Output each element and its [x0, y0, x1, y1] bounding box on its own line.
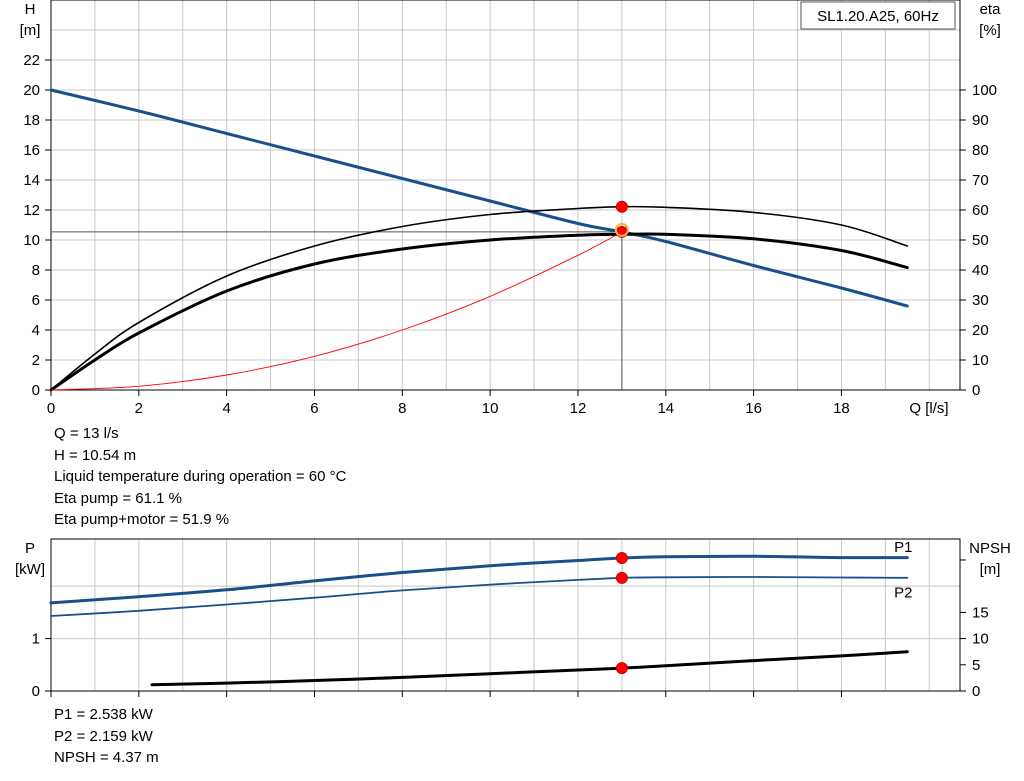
chart-title: SL1.20.A25, 60Hz — [817, 8, 939, 25]
panel2-left-tick-label: 1 — [32, 631, 40, 648]
panel2-right-tick-label: 15 — [972, 604, 989, 621]
p2-curve — [50, 576, 909, 617]
panel2-right-axis-title: NPSH — [969, 540, 1011, 557]
panel1-x-tick-label: 4 — [222, 400, 230, 417]
npsh-curve — [150, 650, 909, 687]
npsh-operating-point-marker — [615, 662, 628, 675]
power-info: P1 = 2.538 kW P2 = 2.159 kW NPSH = 4.37 … — [54, 704, 159, 769]
panel1-right-tick-label: 40 — [972, 262, 989, 279]
panel2-left-axis-unit: [kW] — [15, 561, 45, 578]
p1-operating-point-marker — [615, 551, 628, 564]
info-liquid-temperature: Liquid temperature during operation = 60… — [54, 468, 347, 485]
panel1-right-tick-label: 80 — [972, 142, 989, 159]
panel1-left-tick-label: 6 — [32, 292, 40, 309]
panel1-right-tick-label: 60 — [972, 202, 989, 219]
panel1-left-tick-label: 16 — [23, 142, 40, 159]
panel1-left-tick-label: 14 — [23, 172, 40, 189]
panel1-x-tick-label: 6 — [310, 400, 318, 417]
panel1-right-axis-title: eta — [980, 1, 1002, 18]
panel2-left-tick-label: 0 — [32, 683, 40, 700]
info-npsh: NPSH = 4.37 m — [54, 749, 159, 766]
eta-pump-curve — [50, 205, 909, 391]
panel1-left-axis-title: H — [25, 1, 36, 18]
panel1-left-tick-label: 18 — [23, 112, 40, 129]
panel1-right-tick-label: 70 — [972, 172, 989, 189]
panel2-left-axis-title: P — [25, 540, 35, 557]
series-label-p1: P1 — [894, 539, 912, 556]
panel1-x-tick-label: 8 — [398, 400, 406, 417]
panel2-right-tick-label: 0 — [972, 683, 980, 700]
eta-pump-motor-curve — [49, 232, 909, 392]
operating-point-info: Q = 13 l/s H = 10.54 m Liquid temperatur… — [54, 423, 346, 531]
panel1-x-tick-label: 14 — [657, 400, 674, 417]
info-p2: P2 = 2.159 kW — [54, 727, 153, 745]
panel2-plot-frame — [50, 538, 961, 692]
series-label-p2: P2 — [894, 584, 912, 601]
x-axis-title: Q [l/s] — [909, 400, 948, 417]
panel1-x-tick-label: 0 — [47, 400, 55, 417]
p2-operating-point-marker — [615, 571, 628, 584]
panel1-x-tick-label: 12 — [570, 400, 587, 417]
panel1-right-tick-label: 0 — [972, 382, 980, 399]
head-curve — [49, 88, 909, 308]
info-p1: P1 = 2.538 kW — [54, 706, 153, 723]
p1-curve — [49, 554, 909, 605]
panel2-right-tick-label: 5 — [972, 657, 980, 674]
panel1-right-tick-label: 30 — [972, 292, 989, 309]
eta-operating-point-marker — [615, 200, 628, 213]
panel1-left-tick-label: 8 — [32, 262, 40, 279]
panel1-x-tick-label: 16 — [745, 400, 762, 417]
info-eta-pump: Eta pump = 61.1 % — [54, 489, 182, 507]
duty-point-marker — [614, 222, 629, 237]
panel1-right-tick-label: 20 — [972, 322, 989, 339]
panel1-right-tick-label: 100 — [972, 82, 997, 99]
panel1-x-tick-label: 18 — [833, 400, 850, 417]
panel1-left-tick-label: 0 — [32, 382, 40, 399]
panel1-x-tick-label: 2 — [135, 400, 143, 417]
panel2-right-axis-unit: [m] — [980, 561, 1001, 578]
panel1-plot-frame — [50, 0, 961, 391]
chart-title-box — [800, 1, 956, 30]
panel1-left-tick-label: 10 — [23, 232, 40, 249]
panel1-right-tick-label: 50 — [972, 232, 989, 249]
panel1-left-tick-label: 22 — [23, 52, 40, 69]
panel1-left-axis-unit: [m] — [20, 22, 41, 39]
panel1-left-tick-label: 12 — [23, 202, 40, 219]
panel1-left-tick-label: 20 — [23, 82, 40, 99]
panel2-right-tick-label: 10 — [972, 631, 989, 648]
panel1-left-tick-label: 2 — [32, 352, 40, 369]
system-curve — [50, 231, 623, 391]
info-eta-pump-motor: Eta pump+motor = 51.9 % — [54, 511, 230, 528]
panel1-x-tick-label: 10 — [482, 400, 499, 417]
info-head: H = 10.54 m — [54, 446, 137, 464]
panel1-left-tick-label: 4 — [32, 322, 40, 339]
panel1-right-axis-unit: [%] — [979, 22, 1001, 39]
panel1-right-tick-label: 10 — [972, 352, 989, 369]
info-flow: Q = 13 l/s — [54, 425, 119, 442]
panel1-right-tick-label: 90 — [972, 112, 989, 129]
